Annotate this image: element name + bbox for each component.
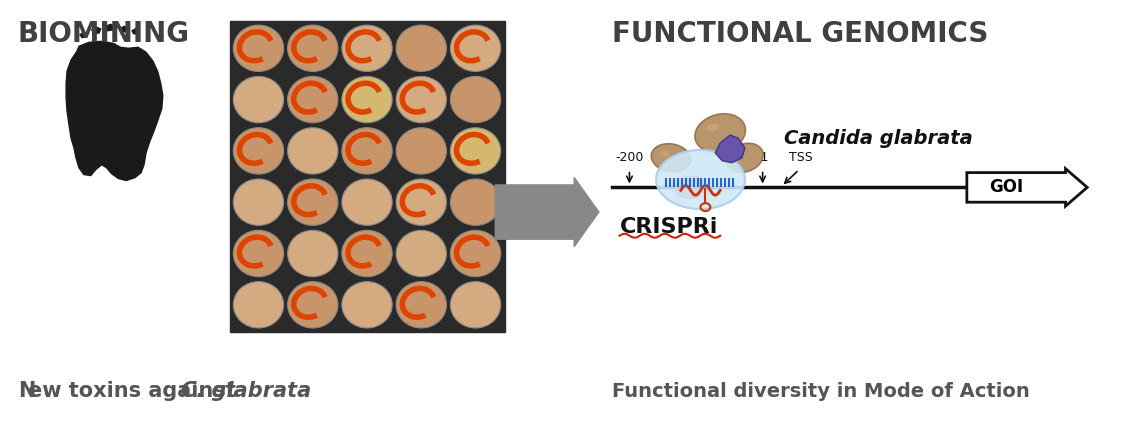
- Text: BIOMINING: BIOMINING: [18, 20, 190, 48]
- Ellipse shape: [342, 128, 392, 174]
- Text: FUNCTIONAL GENOMICS: FUNCTIONAL GENOMICS: [612, 20, 988, 48]
- Ellipse shape: [682, 182, 690, 186]
- Ellipse shape: [450, 179, 501, 226]
- Polygon shape: [131, 28, 140, 35]
- Ellipse shape: [287, 282, 338, 328]
- Polygon shape: [118, 25, 129, 32]
- Ellipse shape: [450, 76, 501, 123]
- Text: TSS: TSS: [789, 151, 813, 164]
- Polygon shape: [91, 27, 101, 35]
- Ellipse shape: [396, 76, 446, 123]
- Ellipse shape: [450, 282, 501, 328]
- Ellipse shape: [396, 282, 446, 328]
- Ellipse shape: [233, 179, 284, 226]
- Polygon shape: [79, 32, 89, 38]
- Ellipse shape: [233, 282, 284, 328]
- Ellipse shape: [287, 128, 338, 174]
- Ellipse shape: [656, 150, 745, 209]
- Ellipse shape: [396, 230, 446, 276]
- Ellipse shape: [233, 76, 284, 123]
- Ellipse shape: [695, 114, 745, 152]
- Text: C. glabrata: C. glabrata: [181, 381, 311, 401]
- Ellipse shape: [450, 25, 501, 71]
- Ellipse shape: [450, 230, 501, 276]
- Ellipse shape: [233, 128, 284, 174]
- Ellipse shape: [287, 179, 338, 226]
- Text: CRISPRi: CRISPRi: [620, 217, 718, 237]
- Text: GOI: GOI: [990, 178, 1023, 197]
- Ellipse shape: [675, 177, 706, 198]
- Text: -200: -200: [615, 151, 644, 164]
- Ellipse shape: [233, 230, 284, 276]
- Ellipse shape: [396, 128, 446, 174]
- Text: Functional diversity in Mode of Action: Functional diversity in Mode of Action: [612, 382, 1030, 401]
- Ellipse shape: [661, 151, 670, 156]
- Ellipse shape: [287, 230, 338, 276]
- Ellipse shape: [652, 144, 690, 172]
- Ellipse shape: [396, 179, 446, 226]
- Ellipse shape: [450, 128, 501, 174]
- Text: ew toxins against: ew toxins against: [27, 381, 243, 401]
- Polygon shape: [66, 41, 163, 181]
- Polygon shape: [715, 135, 745, 163]
- Ellipse shape: [287, 76, 338, 123]
- Ellipse shape: [706, 124, 719, 131]
- Ellipse shape: [342, 25, 392, 71]
- Ellipse shape: [342, 76, 392, 123]
- Ellipse shape: [735, 151, 744, 157]
- Text: -1: -1: [756, 151, 769, 164]
- FancyArrow shape: [967, 168, 1088, 206]
- Ellipse shape: [396, 25, 446, 71]
- Ellipse shape: [233, 25, 284, 71]
- Ellipse shape: [727, 143, 763, 172]
- FancyBboxPatch shape: [230, 21, 505, 332]
- Polygon shape: [104, 24, 115, 32]
- Text: Candida glabrata: Candida glabrata: [785, 129, 973, 148]
- Ellipse shape: [342, 179, 392, 226]
- Ellipse shape: [287, 25, 338, 71]
- FancyArrow shape: [495, 178, 599, 247]
- Text: N: N: [18, 381, 35, 401]
- Ellipse shape: [342, 230, 392, 276]
- Ellipse shape: [342, 282, 392, 328]
